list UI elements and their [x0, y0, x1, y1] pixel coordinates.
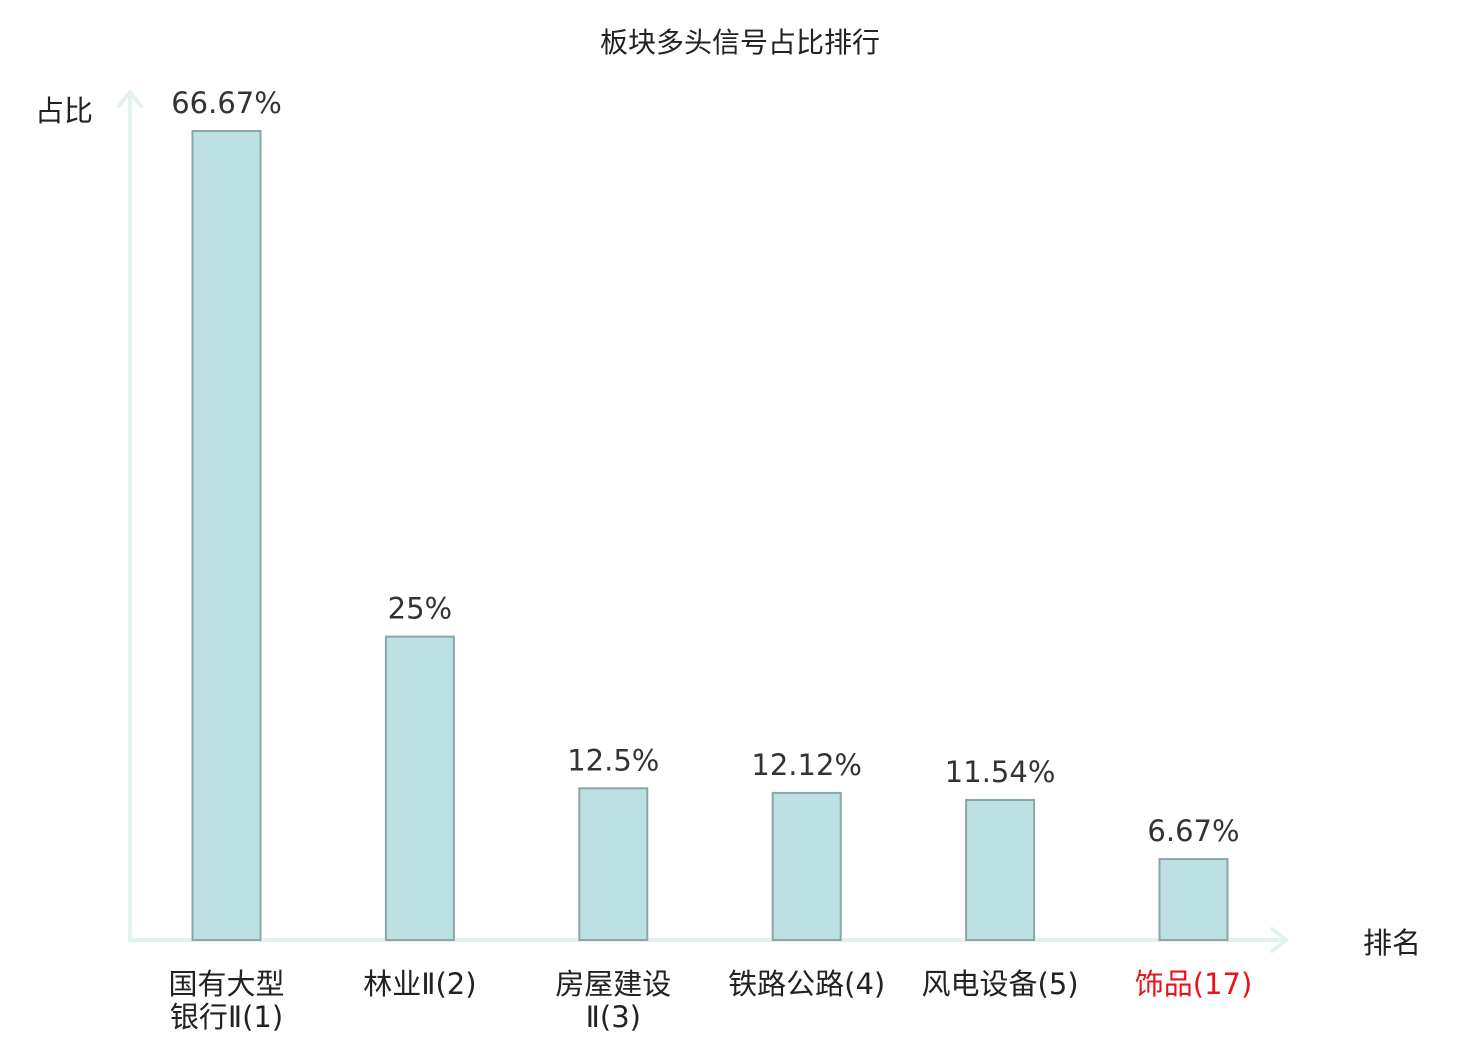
- value-labels: 66.67% 25% 12.5% 12.12% 11.54% 6.67%: [171, 86, 1239, 848]
- bar-value-label: 12.12%: [751, 748, 862, 782]
- x-axis-label: 排名: [1363, 926, 1421, 960]
- bar: [578, 787, 649, 941]
- x-axis-arrow-icon: [1270, 927, 1288, 953]
- bar-value-label: 25%: [388, 592, 452, 626]
- bars: [191, 130, 1229, 942]
- bar: [771, 791, 842, 942]
- bar: [1158, 858, 1229, 941]
- category-label: 林业Ⅱ(2): [363, 967, 476, 1001]
- bar-value-label: 66.67%: [171, 86, 282, 120]
- category-label: 铁路公路(4): [728, 967, 885, 1001]
- category-label: 银行Ⅱ(1): [170, 1000, 283, 1034]
- category-label: Ⅱ(3): [586, 1000, 641, 1034]
- x-axis: 排名: [128, 926, 1421, 960]
- y-axis-arrow-icon: [117, 90, 143, 108]
- bar-value-label: 11.54%: [945, 755, 1056, 789]
- category-label: 风电设备(5): [922, 967, 1079, 1001]
- bar-value-label: 6.67%: [1147, 814, 1239, 848]
- category-label: 国有大型: [168, 967, 284, 1001]
- category-label: 房屋建设: [555, 967, 671, 1001]
- bar: [384, 635, 455, 941]
- bar: [965, 799, 1036, 941]
- y-axis: 占比: [35, 90, 143, 940]
- bar: [191, 130, 262, 941]
- y-axis-label: 占比: [35, 94, 93, 128]
- chart-title: 板块多头信号占比排行: [600, 26, 880, 59]
- bar-value-label: 12.5%: [567, 743, 659, 777]
- category-label: 饰品(17): [1135, 967, 1253, 1001]
